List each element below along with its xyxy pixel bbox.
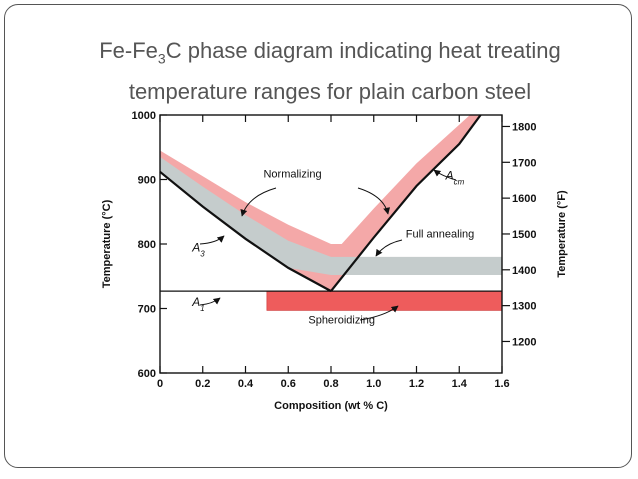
x-tick-label: 0.6 xyxy=(281,378,296,390)
y-right-tick-label: 1700 xyxy=(512,157,536,169)
title-line-2: temperature ranges for plain carbon stee… xyxy=(128,79,532,105)
a3-arrow xyxy=(199,235,225,245)
title-part-1: Fe-Fe xyxy=(99,38,158,63)
annotation-arrows xyxy=(199,169,457,321)
a1-arrow xyxy=(199,297,221,306)
x-tick-label: 0.8 xyxy=(323,378,338,390)
x-tick-label: 1.2 xyxy=(409,378,424,390)
spheroidizing-arrow xyxy=(359,305,399,321)
y-right-tick-label: 1400 xyxy=(512,265,536,277)
annotation-a1: A1 xyxy=(191,295,204,313)
x-tick-label: 0.4 xyxy=(238,378,254,390)
x-tick-label: 0.2 xyxy=(195,378,210,390)
y-right-tick-label: 1800 xyxy=(512,121,536,133)
acm-arrow xyxy=(433,169,457,181)
normalizing-arrow-right xyxy=(357,187,391,215)
title-line-1: Fe-Fe3C phase diagram indicating heat tr… xyxy=(60,34,600,75)
acm-line xyxy=(330,114,482,292)
slide-frame xyxy=(4,4,632,468)
y-right-tick-label: 1200 xyxy=(512,336,536,348)
y-right-tick-label: 1600 xyxy=(512,193,536,205)
y-tick-label: 600 xyxy=(138,368,156,380)
annotation-full-annealing: Full annealing xyxy=(406,229,475,241)
title-subscript: 3 xyxy=(157,50,166,67)
axis-ticks xyxy=(159,114,510,374)
full-annealing-region xyxy=(160,156,502,275)
y-right-axis-label: Temperature (°F) xyxy=(556,190,568,278)
phase-boundary-lines xyxy=(159,114,502,293)
slide-title: Fe-Fe3C phase diagram indicating heat tr… xyxy=(60,34,600,109)
y-tick-label: 1000 xyxy=(132,110,156,122)
y-tick-label: 900 xyxy=(138,175,156,187)
x-tick-label: 1.6 xyxy=(494,378,509,390)
a3-line xyxy=(159,170,332,293)
y-axis-label: Temperature (°C) xyxy=(101,199,113,288)
chart-labels: 0 0.2 0.4 0.6 0.8 1.0 1.2 1.4 1.6 600 700 800 900 100… xyxy=(101,110,568,412)
y-tick-label: 800 xyxy=(138,239,156,251)
x-tick-label: 0 xyxy=(157,378,163,390)
normalizing-arrow-left xyxy=(240,187,277,217)
y-tick-label: 700 xyxy=(138,304,156,316)
title-part-2: C phase diagram indicating heat treating xyxy=(165,38,561,63)
annotation-spheroidizing: Spheroidizing xyxy=(308,314,375,326)
y-right-tick-label: 1500 xyxy=(512,229,536,241)
x-tick-label: 1.0 xyxy=(366,378,381,390)
x-axis-label: Composition (wt % C) xyxy=(274,400,388,412)
annotation-acm: Acm xyxy=(445,169,465,187)
y-right-tick-label: 1300 xyxy=(512,301,536,313)
x-tick-label: 1.4 xyxy=(452,378,468,390)
annotation-normalizing: Normalizing xyxy=(263,169,321,181)
spheroidizing-region xyxy=(266,290,503,311)
full-annealing-arrow xyxy=(375,239,403,257)
